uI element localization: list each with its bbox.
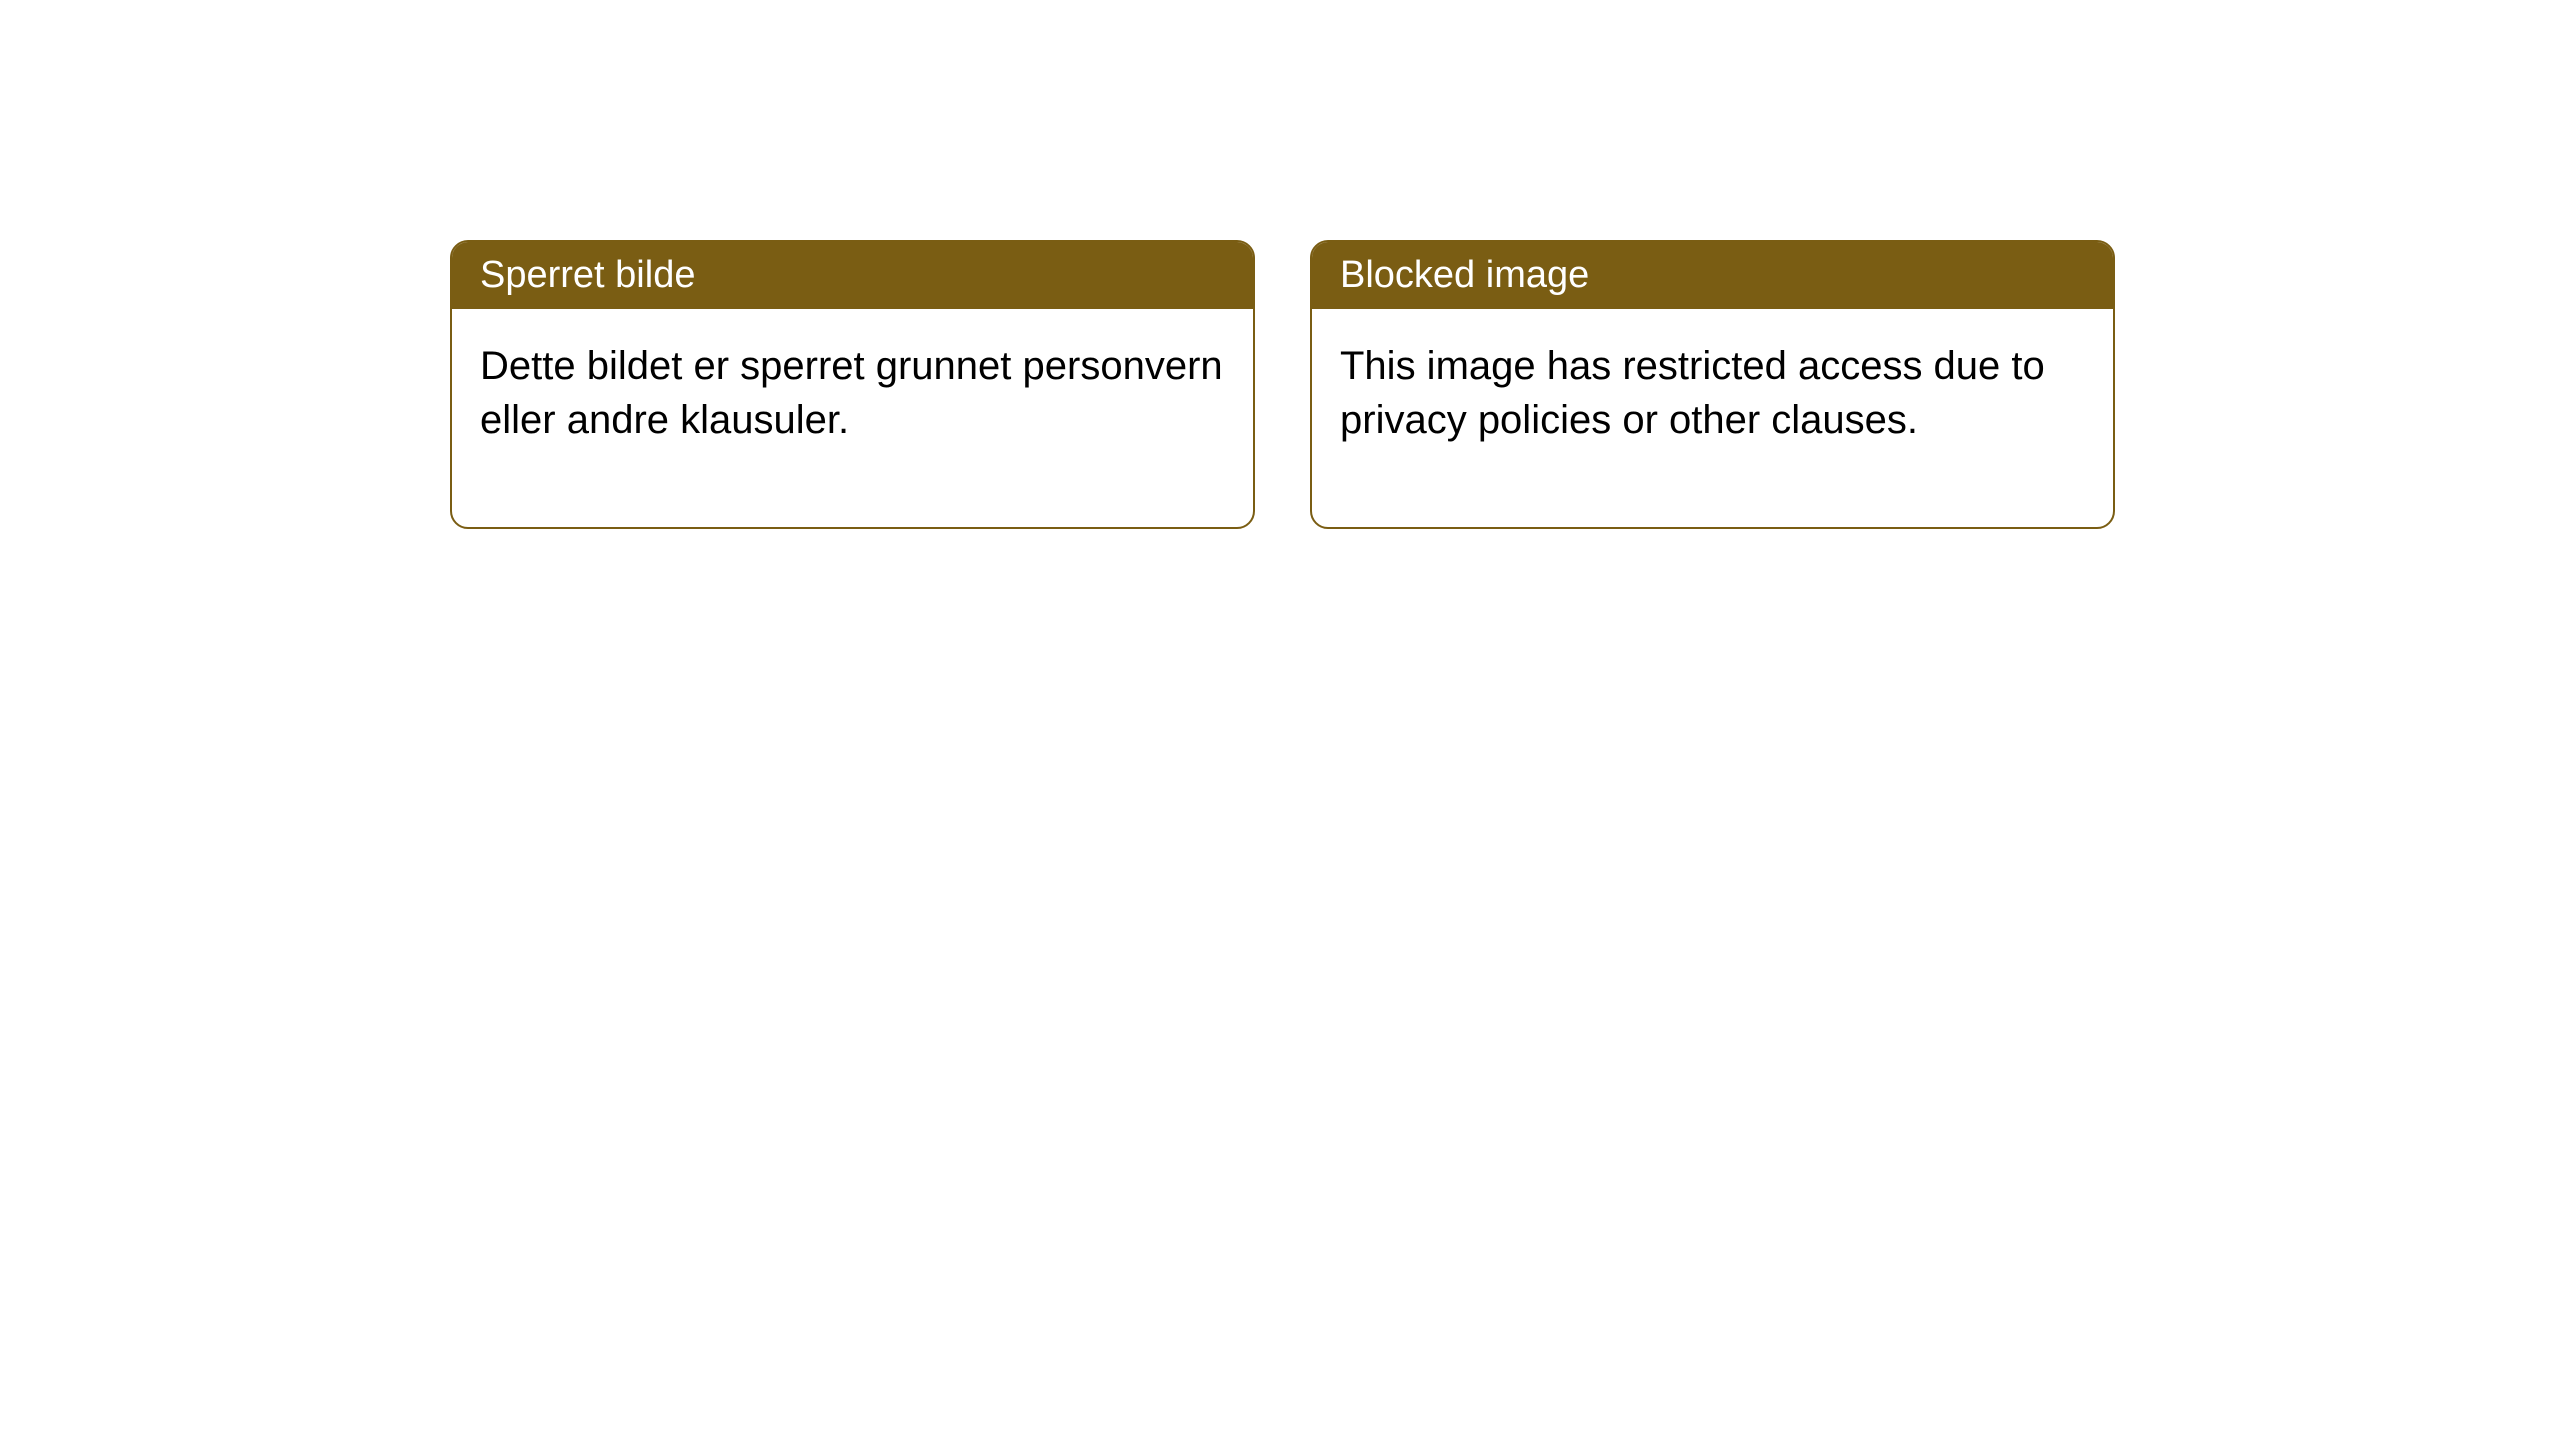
- notice-header-text: Blocked image: [1340, 254, 1589, 296]
- notice-card-norwegian: Sperret bilde Dette bildet er sperret gr…: [450, 240, 1255, 529]
- notice-body: This image has restricted access due to …: [1312, 309, 2113, 527]
- notice-header-text: Sperret bilde: [480, 254, 695, 296]
- notice-body-text: Dette bildet er sperret grunnet personve…: [480, 344, 1223, 442]
- notice-header: Blocked image: [1312, 242, 2113, 309]
- notice-body: Dette bildet er sperret grunnet personve…: [452, 309, 1253, 527]
- notice-body-text: This image has restricted access due to …: [1340, 344, 2045, 442]
- notice-card-english: Blocked image This image has restricted …: [1310, 240, 2115, 529]
- notice-container: Sperret bilde Dette bildet er sperret gr…: [450, 240, 2115, 529]
- notice-header: Sperret bilde: [452, 242, 1253, 309]
